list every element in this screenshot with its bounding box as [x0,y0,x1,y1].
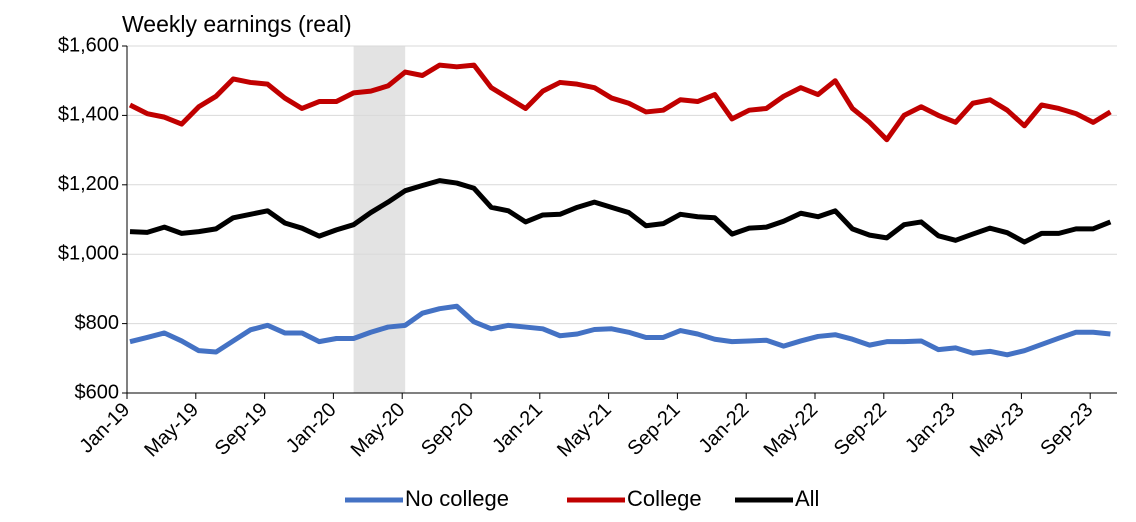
x-tick-label: Jan-23 [901,399,960,458]
y-tick-label: $1,600 [58,34,119,56]
chart-title: Weekly earnings (real) [122,11,352,37]
x-tick-label: May-22 [760,399,823,462]
x-tick-label: Jan-22 [695,399,754,458]
line-series [128,62,1112,143]
y-tick-label: $1,400 [58,104,119,126]
x-tick-label: Sep-21 [624,399,685,460]
x-tick-label: Sep-22 [830,399,891,460]
x-tick-label: Sep-19 [211,399,272,460]
legend-label: No college [405,486,509,511]
x-tick-label: May-20 [347,399,410,462]
legend-label: College [627,486,702,511]
line-series [129,303,1111,358]
line-series [129,178,1112,245]
x-tick-label: Sep-20 [417,399,478,460]
y-tick-label: $800 [75,312,120,334]
x-tick-label: Jan-20 [282,399,341,458]
x-tick-label: Jan-21 [488,399,547,458]
legend-label: All [795,486,819,511]
y-tick-label: $1,000 [58,242,119,264]
y-tick-label: $1,200 [58,173,119,195]
x-tick-label: Jan-19 [75,399,134,458]
x-tick-label: Sep-23 [1036,399,1097,460]
x-tick-label: May-23 [966,399,1029,462]
y-tick-label: $600 [75,381,120,403]
x-tick-label: May-19 [140,399,203,462]
x-tick-label: May-21 [553,399,616,462]
